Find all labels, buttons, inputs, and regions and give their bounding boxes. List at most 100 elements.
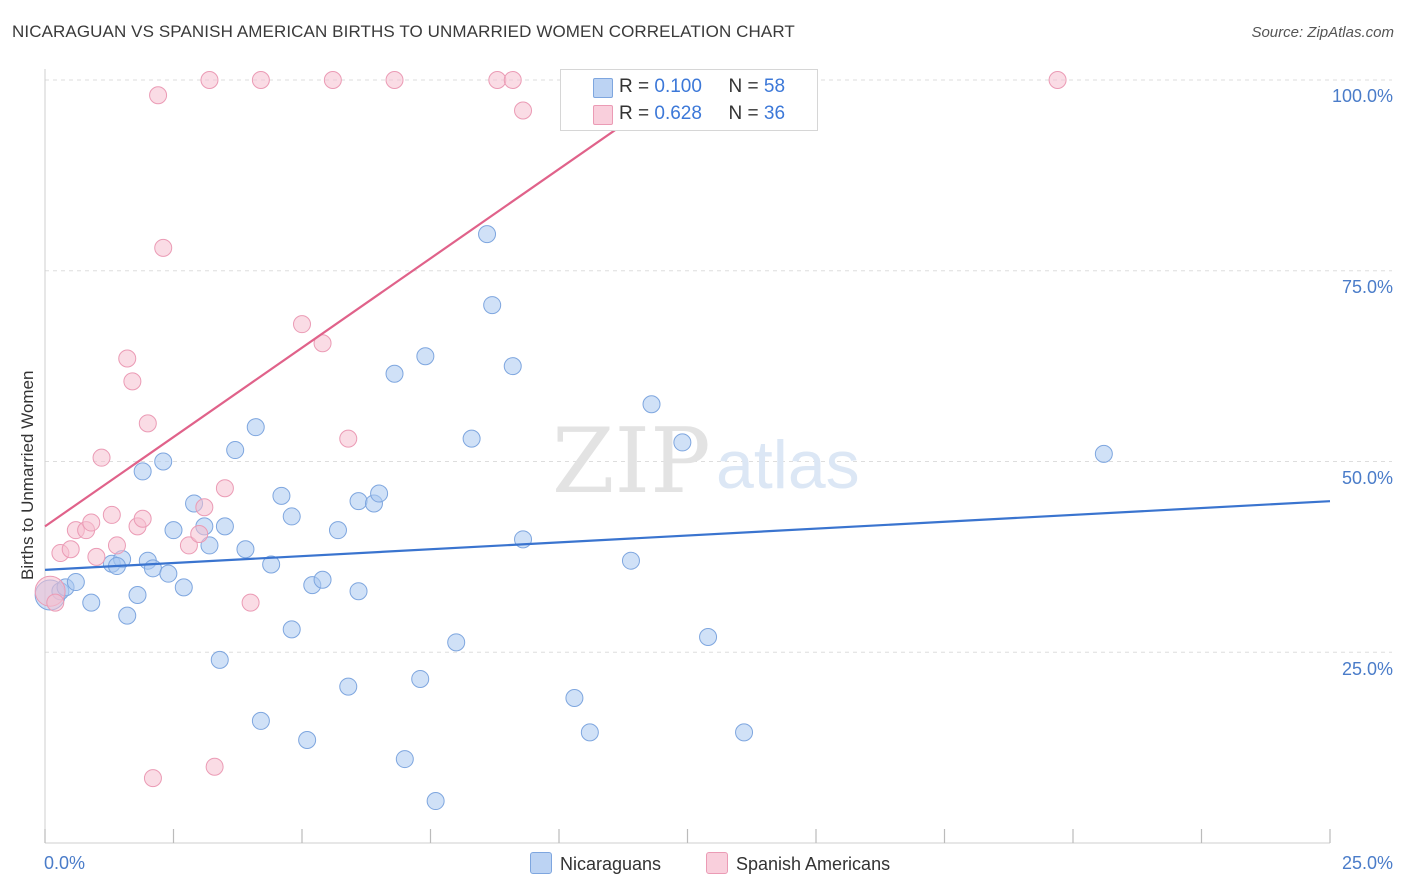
nicaraguan-point (154, 452, 173, 471)
nicaraguan-point (699, 627, 718, 646)
x-tick-label: 0.0% (44, 853, 86, 873)
spanish-point (92, 448, 111, 467)
nicaraguan-point (339, 677, 358, 696)
nicaraguan-point (328, 521, 347, 540)
spanish-point (215, 479, 234, 498)
watermark-atlas: atlas (716, 427, 860, 503)
nicaraguan-point (735, 723, 754, 742)
spanish-point (107, 536, 126, 555)
nicaraguan-point (349, 492, 368, 511)
source-label: Source: ZipAtlas.com (1251, 24, 1394, 41)
spanish-point (46, 593, 65, 612)
spanish-point (154, 238, 173, 257)
watermark-zip: ZIP (552, 409, 711, 514)
nicaraguan-point (226, 441, 245, 460)
spanish-point (323, 71, 342, 89)
gridlines (45, 79, 1392, 653)
legend-label-nicaraguans: Nicaraguans (560, 854, 662, 874)
series-legend: Nicaraguans Spanish Americans (0, 852, 1406, 878)
spanish-point (149, 86, 168, 105)
spanish-point (1048, 71, 1067, 89)
x-tick-label: 25.0% (1341, 853, 1393, 873)
data-points (34, 71, 1113, 811)
legend-item-nicaraguans: Nicaraguans (530, 852, 661, 875)
nicaraguan-point (143, 559, 162, 578)
nicaraguan-point (164, 521, 183, 540)
y-tick-label: 25.0% (1341, 659, 1393, 679)
nicaraguan-point (272, 486, 291, 505)
nicaraguan-point (395, 750, 414, 769)
nicaraguan-point (313, 570, 332, 589)
legend-swatch-spanish (593, 105, 613, 125)
nicaraguan-point (416, 347, 435, 366)
spanish-point (118, 349, 137, 368)
spanish-point (123, 372, 142, 391)
nicaraguan-trend-line (44, 500, 1331, 571)
nicaraguan-point (673, 433, 692, 452)
spanish-point (190, 524, 209, 543)
nicaraguan-point (478, 225, 497, 244)
nicaraguan-point (200, 536, 219, 555)
spanish-point (82, 513, 101, 532)
y-tick-label: 50.0% (1341, 468, 1393, 488)
spanish-point (133, 509, 152, 528)
legend-n-value-spanish: 36 (763, 103, 786, 124)
spanish-point (61, 540, 80, 559)
spanish-point (138, 414, 157, 433)
spanish-point (488, 71, 507, 89)
legend-r-label: R = (619, 103, 650, 124)
nicaraguan-point (159, 564, 178, 583)
nicaraguan-point (118, 606, 137, 625)
nicaraguan-point (262, 555, 281, 574)
legend-swatch-nicaraguans (593, 78, 613, 98)
nicaraguan-point (236, 540, 255, 559)
nicaraguan-point (621, 551, 640, 570)
axes (44, 69, 1331, 844)
legend-label-spanish: Spanish Americans (736, 854, 891, 874)
nicaraguan-point (483, 296, 502, 315)
spanish-point (514, 101, 533, 120)
spanish-point (503, 71, 522, 89)
nicaraguan-point (385, 364, 404, 383)
nicaraguan-point (133, 462, 152, 481)
nicaraguan-point (215, 517, 234, 536)
nicaraguan-point (349, 582, 368, 601)
spanish-point (251, 71, 270, 89)
spanish-point (179, 536, 198, 555)
nicaraguan-point (282, 507, 301, 526)
spanish-point (339, 429, 358, 448)
spanish-point (195, 498, 214, 517)
legend-n-label: N = (728, 103, 759, 124)
nicaraguan-point (462, 429, 481, 448)
nicaraguan-point (298, 730, 317, 749)
legend-row-spanish: R = 0.628 N = 36 (593, 103, 786, 125)
nicaraguan-point (210, 650, 229, 669)
legend-r-label: R = (619, 76, 650, 97)
nicaraguan-point (82, 593, 101, 612)
nicaraguan-point (282, 620, 301, 639)
y-tick-label: 100.0% (1331, 86, 1393, 106)
nicaraguan-point (174, 578, 193, 597)
spanish-point (143, 769, 162, 788)
y-axis-label: Births to Unmarried Women (18, 370, 37, 580)
legend-swatch-nicaraguans (530, 852, 552, 874)
nicaraguan-point (246, 418, 265, 437)
nicaraguan-point (503, 357, 522, 376)
nicaraguan-point (370, 484, 389, 503)
chart-title: NICARAGUAN VS SPANISH AMERICAN BIRTHS TO… (12, 22, 795, 41)
legend-n-value-nicaraguans: 58 (763, 76, 786, 97)
legend-swatch-spanish (706, 852, 728, 874)
spanish-trend-line (44, 75, 694, 528)
nicaraguan-point (565, 689, 584, 708)
legend-r-value-spanish: 0.628 (654, 103, 702, 124)
nicaraguan-point (447, 633, 466, 652)
spanish-point (385, 71, 404, 89)
spanish-point (205, 757, 224, 776)
nicaraguan-point (66, 573, 85, 592)
correlation-legend: R = 0.100 N = 58 R = 0.628 N = 36 (560, 69, 818, 131)
nicaraguan-point (128, 586, 147, 605)
nicaraguan-point (411, 669, 430, 688)
nicaraguan-point (642, 395, 661, 414)
spanish-point (102, 505, 121, 524)
